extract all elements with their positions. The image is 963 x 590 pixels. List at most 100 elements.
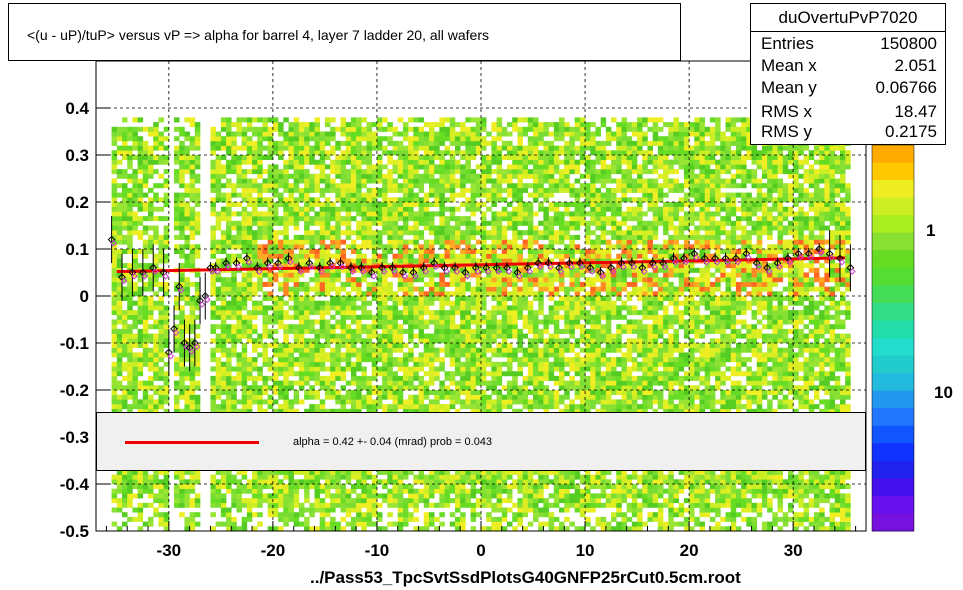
heatmap-cell: [361, 469, 367, 475]
heatmap-cell: [350, 244, 357, 250]
heatmap-cell: [454, 347, 461, 353]
heatmap-cell: [449, 206, 456, 212]
heatmap-cell: [267, 140, 274, 146]
heatmap-cell: [356, 145, 362, 151]
heatmap-cell: [335, 310, 341, 316]
heatmap-cell: [340, 239, 347, 245]
heatmap-cell: [298, 328, 305, 334]
heatmap-cell: [241, 385, 248, 391]
heatmap-cell: [215, 488, 222, 494]
heatmap-cell: [210, 145, 216, 151]
heatmap-cell: [116, 366, 123, 372]
heatmap-cell: [366, 155, 373, 160]
heatmap-cell: [267, 131, 274, 137]
heatmap-cell: [314, 300, 321, 306]
heatmap-cell: [418, 211, 425, 217]
heatmap-cell: [142, 263, 149, 269]
heatmap-cell: [116, 291, 123, 297]
heatmap-cell: [486, 408, 492, 414]
heatmap-cell: [226, 234, 232, 240]
heatmap-cell: [293, 150, 300, 156]
heatmap-cell: [444, 178, 451, 184]
heatmap-cell: [116, 394, 123, 400]
heatmap-cell: [158, 375, 164, 381]
heatmap-cell: [319, 357, 326, 363]
heatmap-cell: [402, 366, 409, 372]
heatmap-cell: [174, 117, 180, 123]
heatmap-cell: [293, 361, 300, 367]
heatmap-cell: [236, 361, 242, 367]
heatmap-cell: [345, 343, 352, 348]
heatmap-cell: [132, 333, 138, 339]
heatmap-cell: [460, 347, 466, 353]
heatmap-cell: [283, 347, 289, 353]
heatmap-cell: [127, 187, 133, 193]
heatmap-cell: [465, 469, 471, 475]
heatmap-cell: [434, 408, 440, 414]
heatmap-cell: [319, 206, 326, 212]
heatmap-cell: [434, 399, 440, 405]
heatmap-cell: [413, 343, 419, 348]
heatmap-cell: [428, 267, 435, 273]
heatmap-cell: [132, 310, 138, 316]
heatmap-cell: [356, 164, 362, 170]
heatmap-cell: [116, 126, 123, 132]
heatmap-cell: [481, 296, 487, 301]
heatmap-cell: [454, 159, 461, 165]
heatmap-cell: [460, 140, 466, 146]
heatmap-cell: [496, 333, 503, 339]
heatmap-cell: [236, 296, 242, 301]
heatmap-cell: [179, 173, 185, 179]
heatmap-cell: [194, 300, 201, 306]
heatmap-cell: [475, 178, 482, 184]
heatmap-cell: [252, 244, 258, 250]
heatmap-cell: [475, 192, 482, 198]
heatmap-cell: [481, 352, 487, 358]
heatmap-cell: [465, 352, 471, 358]
heatmap-cell: [142, 319, 149, 325]
heatmap-cell: [246, 488, 253, 494]
heatmap-cell: [465, 361, 471, 367]
heatmap-cell: [174, 333, 180, 339]
heatmap-cell: [371, 507, 378, 513]
heatmap-cell: [356, 183, 362, 189]
heatmap-cell: [413, 498, 419, 504]
heatmap-cell: [496, 516, 503, 522]
heatmap-cell: [350, 140, 357, 146]
heatmap-cell: [226, 117, 232, 123]
heatmap-cell: [246, 357, 253, 363]
heatmap-cell: [132, 375, 138, 381]
heatmap-cell: [220, 169, 227, 175]
heatmap-cell: [252, 502, 258, 508]
heatmap-cell: [283, 474, 289, 480]
heatmap-cell: [413, 220, 419, 226]
heatmap-cell: [434, 469, 440, 475]
heatmap-cell: [491, 258, 497, 264]
heatmap-cell: [132, 183, 138, 189]
heatmap-cell: [345, 347, 352, 353]
heatmap-cell: [366, 220, 373, 226]
heatmap-cell: [298, 249, 305, 254]
heatmap-cell: [454, 286, 461, 292]
heatmap-cell: [226, 512, 232, 518]
heatmap-cell: [465, 239, 471, 245]
heatmap-cell: [496, 521, 503, 527]
heatmap-cell: [298, 479, 305, 485]
heatmap-cell: [293, 206, 300, 212]
heatmap-cell: [241, 126, 248, 132]
heatmap-cell: [361, 197, 367, 203]
heatmap-cell: [356, 202, 362, 207]
heatmap-cell: [267, 277, 274, 283]
heatmap-cell: [319, 187, 326, 193]
heatmap-cell: [142, 408, 149, 414]
heatmap-cell: [189, 178, 196, 184]
heatmap-cell: [220, 244, 227, 250]
heatmap-cell: [210, 183, 216, 189]
heatmap-cell: [231, 338, 237, 344]
heatmap-cell: [293, 399, 300, 405]
heatmap-cell: [361, 230, 367, 236]
heatmap-cell: [127, 484, 133, 489]
heatmap-cell: [309, 305, 315, 311]
heatmap-cell: [434, 239, 440, 245]
heatmap-cell: [434, 169, 440, 175]
